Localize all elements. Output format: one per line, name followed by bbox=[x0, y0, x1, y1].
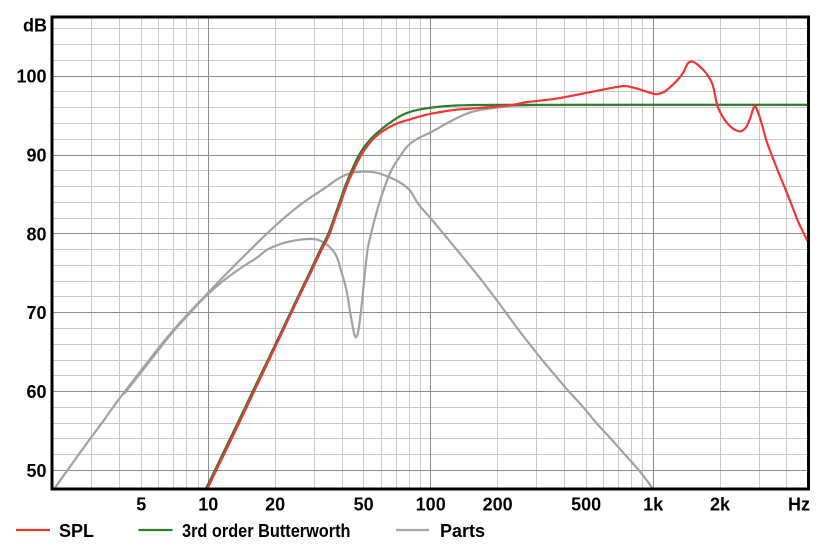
svg-text:2k: 2k bbox=[710, 495, 731, 515]
svg-text:dB: dB bbox=[23, 16, 47, 36]
svg-text:70: 70 bbox=[26, 303, 46, 323]
svg-text:10: 10 bbox=[198, 495, 218, 515]
svg-text:90: 90 bbox=[26, 146, 46, 166]
svg-text:80: 80 bbox=[26, 224, 46, 244]
svg-text:20: 20 bbox=[265, 495, 285, 515]
svg-text:3rd order Butterworth: 3rd order Butterworth bbox=[182, 521, 351, 541]
svg-text:5: 5 bbox=[136, 495, 146, 515]
svg-text:SPL: SPL bbox=[59, 521, 94, 541]
svg-text:100: 100 bbox=[16, 67, 46, 87]
svg-text:500: 500 bbox=[571, 495, 601, 515]
svg-text:50: 50 bbox=[354, 495, 374, 515]
svg-text:1k: 1k bbox=[643, 495, 664, 515]
svg-text:Parts: Parts bbox=[440, 521, 485, 541]
svg-text:Hz: Hz bbox=[788, 495, 810, 515]
svg-text:100: 100 bbox=[416, 495, 446, 515]
svg-text:60: 60 bbox=[26, 382, 46, 402]
svg-text:50: 50 bbox=[26, 461, 46, 481]
svg-text:200: 200 bbox=[483, 495, 513, 515]
